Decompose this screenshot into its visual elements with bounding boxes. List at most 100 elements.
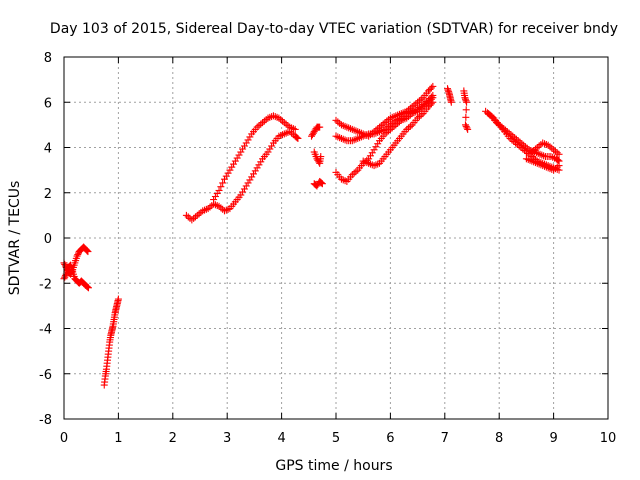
x-tick-label: 7	[441, 431, 449, 446]
chart-title: Day 103 of 2015, Sidereal Day-to-day VTE…	[50, 21, 618, 37]
data-point	[334, 118, 342, 126]
data-point	[427, 84, 435, 92]
data-point	[242, 139, 250, 147]
data-point	[61, 260, 69, 268]
data-point	[211, 193, 219, 201]
data-point	[374, 160, 382, 168]
data-point	[289, 125, 297, 133]
data-point	[195, 210, 203, 218]
data-point	[84, 284, 92, 292]
data-point	[260, 117, 268, 125]
data-point	[237, 148, 245, 156]
data-point	[74, 251, 82, 259]
data-point	[271, 113, 279, 121]
data-point	[210, 196, 218, 204]
x-axis-label: GPS time / hours	[275, 458, 392, 474]
data-point	[551, 147, 559, 155]
data-point	[426, 85, 434, 93]
data-point	[462, 113, 470, 121]
data-point	[388, 124, 396, 132]
data-point	[318, 180, 326, 188]
data-point	[253, 164, 261, 172]
data-point	[82, 246, 90, 254]
data-point	[317, 179, 325, 187]
data-point	[293, 134, 301, 142]
x-tick-label: 10	[600, 431, 617, 446]
data-point	[424, 87, 432, 95]
axis-ticks: 0 1 2 3 4 5 6 7 8 9 10 -8 -6 -4 -2 0 2 4 6 8	[39, 51, 616, 446]
data-point	[244, 179, 252, 187]
data-point	[230, 160, 238, 168]
y-tick-label: -8	[39, 413, 52, 428]
data-point	[249, 170, 257, 178]
data-point	[266, 145, 274, 153]
x-tick-label: 2	[169, 431, 177, 446]
x-tick-label: 6	[386, 431, 394, 446]
data-point	[464, 125, 472, 133]
x-tick-label: 1	[114, 431, 122, 446]
data-point	[390, 122, 398, 130]
data-point	[224, 169, 232, 177]
data-point	[61, 272, 69, 280]
data-point	[219, 179, 227, 187]
data-point	[332, 116, 340, 124]
data-point	[66, 262, 74, 270]
data-point	[463, 98, 471, 106]
data-point	[215, 186, 223, 194]
data-point	[259, 119, 267, 127]
data-point	[61, 273, 69, 281]
data-point	[246, 133, 254, 141]
data-point	[463, 124, 471, 132]
data-point	[316, 123, 324, 131]
y-tick-label: 8	[44, 51, 52, 66]
data-point	[83, 247, 91, 255]
data-point	[242, 182, 250, 190]
data-point	[315, 158, 323, 166]
data-point	[279, 117, 287, 125]
data-point	[555, 162, 563, 170]
x-tick-label: 9	[549, 431, 557, 446]
data-point	[339, 176, 347, 184]
data-point	[294, 134, 302, 142]
data-point	[235, 151, 243, 159]
y-tick-label: 0	[44, 232, 52, 247]
data-point	[461, 121, 469, 129]
data-point	[317, 153, 325, 161]
data-point	[228, 163, 236, 171]
data-point	[255, 122, 263, 130]
data-point	[368, 149, 376, 157]
data-point	[220, 175, 228, 183]
data-point	[222, 172, 230, 180]
y-tick-label: -2	[39, 277, 52, 292]
data-point	[462, 122, 470, 130]
data-point	[248, 173, 256, 181]
x-tick-label: 0	[60, 431, 68, 446]
y-tick-label: -4	[39, 323, 52, 338]
data-point	[417, 111, 425, 119]
data-point	[217, 183, 225, 191]
data-point	[239, 188, 247, 196]
data-point	[244, 136, 252, 144]
data-point	[385, 127, 393, 135]
data-point	[193, 211, 201, 219]
data-point	[188, 216, 196, 224]
y-tick-label: -6	[39, 368, 52, 383]
data-point	[429, 82, 437, 90]
data-point	[280, 119, 288, 127]
data-point	[255, 161, 263, 169]
data-point	[240, 142, 248, 150]
data-point	[182, 211, 190, 219]
data-point	[246, 176, 254, 184]
data-point	[548, 144, 556, 152]
data-point	[233, 154, 241, 162]
data-point	[184, 213, 192, 221]
data-point	[405, 124, 413, 132]
x-tick-label: 8	[495, 431, 503, 446]
data-point	[392, 121, 400, 129]
data-point	[462, 106, 470, 114]
data-point	[268, 142, 276, 150]
data-point	[350, 169, 358, 177]
data-point	[190, 214, 198, 222]
data-point	[386, 125, 394, 133]
